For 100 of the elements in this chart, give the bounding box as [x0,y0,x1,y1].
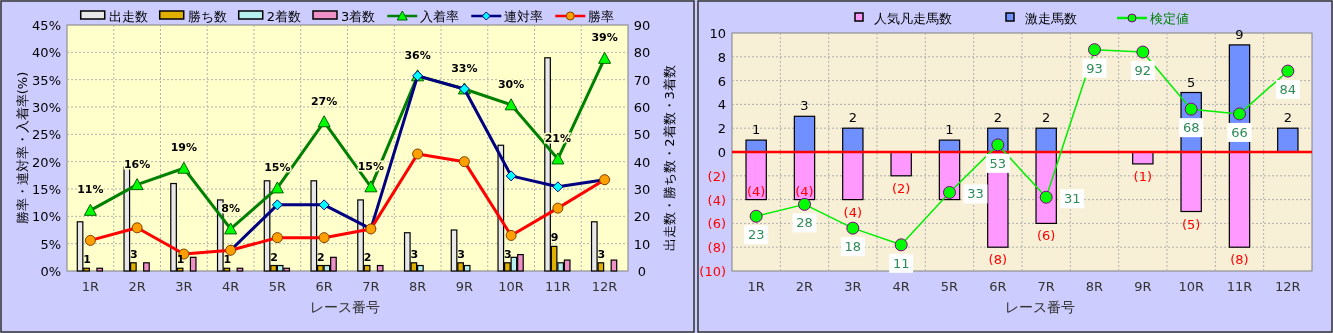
y2-tick-label: 90 [633,18,651,33]
data-label: (4) [843,204,863,220]
y-tick-label: 5% [40,236,61,252]
x-tick-label: 8R [408,279,427,294]
data-label: 1 [752,122,761,138]
data-label: 30% [497,77,525,91]
data-label: (6) [1036,228,1056,244]
data-label: 28 [796,215,813,231]
data-label: 2 [1283,110,1292,126]
x-tick-label: 5R [268,279,287,294]
data-label: 36% [404,48,431,62]
data-label: (5) [1181,216,1201,232]
data-label: 84 [1279,82,1297,98]
data-label: 2 [848,110,857,126]
data-label: 2 [1042,110,1051,126]
x-axis-title: レース番号 [310,299,380,315]
data-label: 19% [170,141,198,155]
x-tick-label: 12R [1275,279,1301,294]
data-label: 31 [1063,191,1081,207]
x-tick-label: 9R [455,279,474,294]
legend-label: 人気凡走馬数 [874,11,952,26]
data-label: 5 [1187,74,1196,90]
y-tick-label: (10) [699,264,726,279]
y-tick-label: 20% [32,154,61,170]
data-label: 2 [317,250,325,264]
legend-label: 3着数 [341,9,376,24]
x-tick-label: 1R [81,279,100,294]
x-tick-label: 2R [128,279,146,294]
x-tick-label: 4R [892,279,910,294]
data-label: 18 [844,239,862,255]
y-tick-label: 40% [32,45,61,61]
data-label: 27% [310,94,338,108]
x-tick-label: 8R [1085,279,1104,294]
data-label: 68 [1182,120,1200,136]
x-tick-label: 3R [175,279,193,294]
data-label: 3 [800,98,809,114]
x-tick-label: 11R [1226,279,1253,294]
data-label: (2) [891,180,911,196]
y-tick-label: 6 [717,73,726,89]
y2-axis-title: 出走数・勝ち数・2着数・3着数 [662,65,677,251]
x-tick-label: 9R [1134,279,1152,294]
data-label: 3 [410,247,419,261]
x-tick-label: 6R [315,279,333,294]
x-tick-label: 2R [795,279,814,294]
data-label: 2 [363,250,372,264]
legend-label: 出走数 [108,9,148,24]
data-label: 33 [967,186,984,202]
legend-label: 入着率 [420,9,460,24]
y-tick-label: 30% [32,100,61,115]
data-label: 3 [597,247,606,261]
data-label: 1 [223,253,232,267]
x-tick-label: 1R [747,279,765,294]
y-axis-title: 勝率・連対率・入着率(%) [15,71,30,225]
y-tick-label: (4) [707,192,726,208]
x-tick-label: 5R [940,279,959,294]
y2-tick-label: 50 [633,127,651,143]
x-tick-label: 7R [362,279,380,294]
y2-tick-label: 60 [633,100,651,115]
legend-label: 勝ち数 [187,9,227,24]
y2-tick-label: 10 [633,236,651,252]
y-tick-label: 10% [32,209,61,225]
y-tick-label: 35% [32,72,61,88]
data-label: (4) [746,183,766,199]
data-label: (8) [1230,252,1249,268]
y-tick-label: 8 [717,49,726,65]
data-label: 1 [83,253,91,267]
data-label: 53 [989,155,1007,171]
data-label: 39% [591,31,618,45]
data-label: 3 [504,247,512,261]
y-tick-label: 4 [717,97,726,113]
data-label: 23 [747,227,765,243]
data-label: 9 [1235,26,1244,42]
data-label: 92 [1134,63,1152,79]
data-label: 33% [451,61,478,75]
y-tick-label: 2 [717,121,726,137]
data-label: (8) [988,252,1008,268]
data-label: 3 [130,247,138,261]
y-tick-label: (8) [707,240,726,256]
legend-label: 勝率 [588,9,615,24]
y-tick-label: 0 [717,145,726,160]
x-tick-label: 7R [1037,279,1055,294]
data-label: 15% [264,160,291,174]
y-tick-label: 45% [32,18,61,33]
y2-tick-label: 20 [633,209,651,225]
y-tick-label: 0% [40,264,61,279]
legend-label: 2着数 [266,9,301,24]
data-label: (4) [795,183,814,199]
data-label: 9 [550,231,559,245]
x-tick-label: 3R [844,279,862,294]
x-tick-label: 4R [221,279,240,294]
data-label: 11 [892,255,910,271]
data-label: 2 [270,250,278,264]
y-tick-label: (6) [707,216,726,232]
x-tick-label: 10R [498,279,524,294]
y2-tick-label: 80 [633,45,651,61]
legend-label: 検定値 [1150,11,1189,26]
data-label: 11% [77,183,104,197]
y-tick-label: (2) [707,168,726,184]
data-label: 93 [1086,60,1103,76]
legend-label: 激走馬数 [1025,11,1077,26]
